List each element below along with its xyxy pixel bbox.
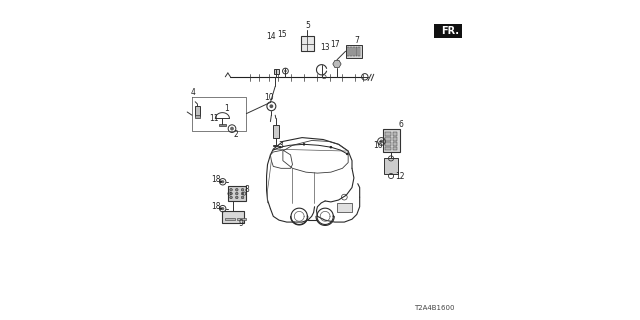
Polygon shape bbox=[333, 60, 341, 68]
Text: 1: 1 bbox=[224, 104, 229, 113]
Text: 5: 5 bbox=[305, 21, 310, 30]
Circle shape bbox=[269, 104, 273, 108]
Circle shape bbox=[236, 196, 238, 199]
Circle shape bbox=[221, 180, 225, 183]
FancyBboxPatch shape bbox=[349, 47, 352, 56]
FancyBboxPatch shape bbox=[385, 137, 390, 141]
FancyBboxPatch shape bbox=[385, 142, 390, 146]
Circle shape bbox=[303, 143, 305, 146]
FancyBboxPatch shape bbox=[393, 137, 397, 141]
FancyBboxPatch shape bbox=[393, 142, 397, 146]
FancyBboxPatch shape bbox=[383, 129, 400, 152]
Text: FR.: FR. bbox=[441, 26, 459, 36]
Circle shape bbox=[230, 192, 232, 195]
FancyBboxPatch shape bbox=[393, 147, 397, 150]
FancyBboxPatch shape bbox=[195, 115, 200, 118]
Circle shape bbox=[241, 188, 244, 191]
Text: 18: 18 bbox=[211, 202, 221, 211]
Circle shape bbox=[230, 188, 232, 191]
Text: 16: 16 bbox=[373, 141, 383, 150]
Text: 12: 12 bbox=[396, 172, 404, 181]
Text: 14: 14 bbox=[266, 32, 276, 41]
Circle shape bbox=[221, 207, 225, 210]
FancyBboxPatch shape bbox=[385, 132, 390, 136]
FancyBboxPatch shape bbox=[228, 186, 246, 201]
Circle shape bbox=[380, 140, 383, 143]
Text: 8: 8 bbox=[244, 185, 250, 194]
FancyBboxPatch shape bbox=[274, 69, 280, 74]
Circle shape bbox=[241, 196, 244, 199]
Polygon shape bbox=[219, 124, 226, 126]
Text: 11: 11 bbox=[209, 114, 218, 123]
FancyBboxPatch shape bbox=[434, 24, 462, 38]
FancyBboxPatch shape bbox=[356, 47, 357, 56]
Circle shape bbox=[236, 192, 238, 195]
Text: 17: 17 bbox=[330, 40, 340, 49]
FancyBboxPatch shape bbox=[225, 218, 235, 220]
Text: 3: 3 bbox=[278, 141, 284, 150]
Text: 2: 2 bbox=[234, 130, 238, 139]
FancyBboxPatch shape bbox=[346, 45, 362, 58]
FancyBboxPatch shape bbox=[384, 158, 398, 174]
FancyBboxPatch shape bbox=[222, 211, 244, 223]
Circle shape bbox=[279, 146, 282, 148]
FancyBboxPatch shape bbox=[337, 203, 352, 212]
Text: 10: 10 bbox=[264, 93, 275, 102]
Circle shape bbox=[230, 127, 234, 131]
Circle shape bbox=[330, 146, 332, 148]
FancyBboxPatch shape bbox=[385, 147, 390, 150]
Text: 6: 6 bbox=[398, 120, 403, 129]
FancyBboxPatch shape bbox=[273, 125, 279, 138]
Text: 9: 9 bbox=[238, 220, 243, 228]
FancyBboxPatch shape bbox=[347, 47, 349, 56]
Text: 4: 4 bbox=[191, 88, 196, 97]
FancyBboxPatch shape bbox=[237, 218, 246, 220]
Text: 15: 15 bbox=[277, 30, 287, 39]
Circle shape bbox=[220, 207, 222, 210]
Circle shape bbox=[346, 153, 348, 155]
FancyBboxPatch shape bbox=[393, 132, 397, 136]
Circle shape bbox=[220, 180, 222, 183]
FancyBboxPatch shape bbox=[353, 47, 355, 56]
Circle shape bbox=[230, 196, 232, 199]
Polygon shape bbox=[451, 27, 461, 35]
Circle shape bbox=[236, 188, 238, 191]
Text: 18: 18 bbox=[211, 175, 221, 184]
FancyBboxPatch shape bbox=[301, 36, 314, 51]
Text: 13: 13 bbox=[320, 43, 330, 52]
FancyBboxPatch shape bbox=[358, 47, 360, 56]
Text: T2A4B1600: T2A4B1600 bbox=[414, 305, 455, 311]
Circle shape bbox=[241, 192, 244, 195]
Text: 7: 7 bbox=[354, 36, 359, 45]
FancyBboxPatch shape bbox=[195, 106, 200, 116]
Circle shape bbox=[284, 70, 287, 72]
